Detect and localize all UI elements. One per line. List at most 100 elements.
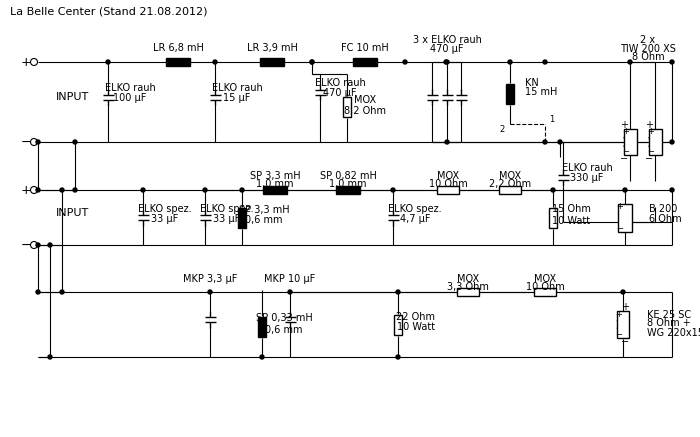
Circle shape [36,188,40,192]
Text: ELKO spez.: ELKO spez. [138,204,192,214]
Text: −: − [21,135,32,149]
Text: −: − [621,337,629,347]
Bar [499,186,521,194]
Text: 1: 1 [549,115,554,125]
Text: 330 µF: 330 µF [570,173,603,183]
Circle shape [60,290,64,294]
Circle shape [48,355,52,359]
Bar [506,84,514,104]
Text: 10 Ohm: 10 Ohm [428,179,468,189]
Bar [457,288,479,296]
Text: 15 Ohm: 15 Ohm [552,205,590,215]
Text: 470 µF: 470 µF [430,44,463,54]
Text: 10 Ohm: 10 Ohm [526,282,564,292]
Circle shape [670,188,674,192]
Text: ELKO rauh: ELKO rauh [314,78,365,88]
Text: ELKO rauh: ELKO rauh [104,83,155,93]
Text: −: − [615,330,622,340]
Bar [437,186,459,194]
Circle shape [60,188,64,192]
Circle shape [391,188,395,192]
Circle shape [670,60,674,64]
Text: KN: KN [525,78,539,88]
Text: SP 0,82 mH: SP 0,82 mH [320,171,377,181]
Circle shape [623,188,627,192]
Text: 2,2 Ohm: 2,2 Ohm [489,179,531,189]
Text: ELKO spez.: ELKO spez. [389,204,442,214]
Text: 0,6 mm: 0,6 mm [265,325,302,334]
Text: WG 220x150: WG 220x150 [647,329,700,339]
Bar [549,208,557,228]
Text: ELKO spez.: ELKO spez. [200,204,254,214]
Text: 10 Watt: 10 Watt [397,323,435,333]
Bar [534,288,556,296]
Text: +: + [21,184,32,197]
Bar [624,129,636,155]
Circle shape [260,355,264,359]
Circle shape [73,188,77,192]
Bar [648,129,662,155]
Circle shape [203,188,207,192]
Text: MOX: MOX [457,274,479,284]
Text: MOX: MOX [437,171,459,181]
Circle shape [73,140,77,144]
Circle shape [670,140,674,144]
Text: +: + [647,128,654,136]
Circle shape [48,243,52,247]
Circle shape [310,60,314,64]
Text: −: − [620,154,628,164]
Text: −: − [617,224,624,233]
Text: −: − [647,148,654,156]
Circle shape [445,140,449,144]
Text: 0,6 mm: 0,6 mm [245,215,283,225]
Circle shape [508,60,512,64]
Bar [353,58,377,66]
Bar [336,186,360,194]
Text: 33 µF: 33 µF [151,214,178,223]
Circle shape [288,290,292,294]
Text: INPUT: INPUT [56,92,90,102]
Circle shape [36,140,40,144]
Circle shape [403,60,407,64]
Text: 2 x: 2 x [640,35,656,45]
Bar [618,204,632,232]
Circle shape [396,290,400,294]
Text: 470 µF: 470 µF [323,88,357,98]
Circle shape [445,60,449,64]
Circle shape [543,60,547,64]
Bar [343,97,351,117]
Circle shape [543,140,547,144]
Text: 8 Ohm +: 8 Ohm + [647,319,691,329]
Circle shape [444,60,448,64]
Bar [394,315,402,334]
Bar [238,208,246,228]
Text: TIW 200 XS: TIW 200 XS [620,44,676,54]
Text: MOX: MOX [534,274,556,284]
Circle shape [36,243,40,247]
Bar [263,186,287,194]
Text: LR 3,9 mH: LR 3,9 mH [246,43,298,53]
Text: −: − [645,154,653,164]
Circle shape [558,140,562,144]
Text: 15 mH: 15 mH [525,87,557,97]
Text: SP 3,3 mH: SP 3,3 mH [239,205,289,215]
Text: MKP 3,3 µF: MKP 3,3 µF [183,274,237,284]
Text: 100 µF: 100 µF [113,93,147,103]
Text: SP 0,33 mH: SP 0,33 mH [256,313,312,323]
Text: 10 Watt: 10 Watt [552,215,590,225]
Text: +: + [615,309,622,319]
Text: 1,0 mm: 1,0 mm [256,179,294,189]
Circle shape [310,60,314,64]
Text: 4,7 µF: 4,7 µF [400,214,430,223]
Text: MOX: MOX [499,171,521,181]
Circle shape [621,290,625,294]
Text: 8 Ohm: 8 Ohm [631,52,664,62]
Text: 6 Ohm: 6 Ohm [649,215,682,225]
Text: 3 x ELKO rauh: 3 x ELKO rauh [412,35,482,45]
Text: 8,2 Ohm: 8,2 Ohm [344,106,386,116]
Text: +: + [21,55,32,69]
Text: +: + [620,120,628,130]
Text: 1,0 mm: 1,0 mm [329,179,367,189]
Bar [260,58,284,66]
Text: FC 10 mH: FC 10 mH [341,43,389,53]
